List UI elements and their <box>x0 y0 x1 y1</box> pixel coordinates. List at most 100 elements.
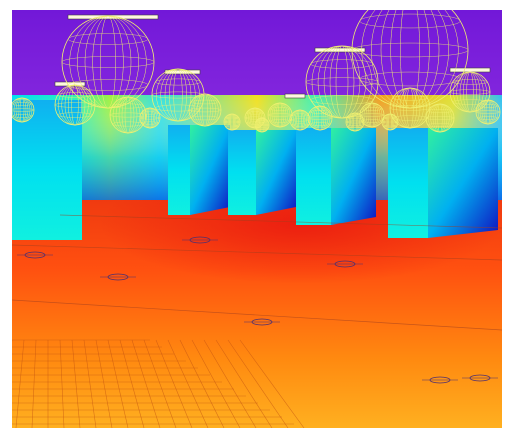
sphere-parallel <box>190 115 220 121</box>
light-sphere <box>188 93 222 127</box>
sphere-parallel <box>254 123 270 127</box>
sphere-meridian <box>269 102 291 128</box>
sphere-parallel <box>305 77 379 87</box>
sphere-parallel <box>67 33 149 45</box>
light-sphere <box>54 84 96 126</box>
floor-grid <box>203 339 257 428</box>
sphere-parallel <box>309 110 331 114</box>
floor-grid <box>227 339 289 428</box>
sphere-meridian <box>112 96 144 134</box>
light-sphere <box>61 15 155 109</box>
sphere-parallel <box>382 124 398 128</box>
sphere-parallel <box>141 111 159 115</box>
sphere-parallel <box>61 56 155 68</box>
ceiling-light <box>284 93 306 99</box>
sphere-meridian <box>58 84 92 126</box>
sphere-parallel <box>57 92 93 98</box>
sphere-meridian <box>141 107 159 129</box>
sphere-parallel <box>67 79 149 91</box>
scene <box>12 10 502 428</box>
sphere-parallel <box>427 109 453 113</box>
sphere-parallel <box>309 122 331 126</box>
floor-grid <box>191 339 241 428</box>
floor-grid <box>71 339 81 428</box>
pillar-side <box>428 128 498 238</box>
sphere-parallel <box>12 108 35 112</box>
light-sphere <box>425 103 455 133</box>
pillar-side <box>190 125 230 215</box>
sphere-meridian <box>12 97 33 123</box>
floor-seam <box>59 214 502 229</box>
sphere-parallel <box>224 124 240 128</box>
sphere-parallel <box>223 120 241 124</box>
floor-seam <box>12 244 502 261</box>
sphere-parallel <box>109 112 147 118</box>
sphere-parallel <box>12 114 33 118</box>
light-sphere <box>475 99 501 125</box>
floor-grid <box>107 339 129 428</box>
sphere-meridian <box>225 113 239 131</box>
floor-grid <box>59 339 65 428</box>
floor-grid <box>119 339 145 428</box>
light-sphere <box>449 71 491 113</box>
floor-grid <box>95 339 113 428</box>
light-sphere <box>389 87 431 129</box>
sphere-parallel <box>477 116 499 120</box>
floor-grid <box>215 339 273 428</box>
pillar-front <box>168 125 190 215</box>
sphere-parallel <box>244 116 266 120</box>
light-sphere <box>223 113 241 131</box>
light-sphere <box>305 45 379 119</box>
sphere-parallel <box>141 121 159 125</box>
sphere-meridian <box>361 10 459 109</box>
pillar-front <box>228 130 256 215</box>
sphere-meridian <box>309 105 331 131</box>
sphere-parallel <box>452 79 488 85</box>
light-sphere <box>254 117 270 133</box>
sphere-parallel <box>345 120 365 124</box>
sphere-meridian <box>347 112 363 132</box>
sphere-parallel <box>382 116 398 120</box>
sphere-parallel <box>190 99 220 105</box>
floor-grid <box>31 339 37 428</box>
sphere-parallel <box>361 107 383 111</box>
sphere-meridian <box>453 71 487 113</box>
floor-grid <box>179 339 225 428</box>
pillar-front <box>12 100 82 240</box>
sphere-parallel <box>392 95 428 101</box>
sphere-meridian <box>477 99 499 125</box>
sphere-meridian <box>69 15 147 109</box>
sphere-parallel <box>188 107 222 113</box>
light-sphere <box>381 113 399 131</box>
light-sphere <box>109 96 147 134</box>
sphere-parallel <box>267 113 293 117</box>
sphere-parallel <box>255 127 269 130</box>
sphere-parallel <box>291 123 309 127</box>
sphere-meridian <box>428 103 452 133</box>
pillar-front <box>296 128 331 225</box>
sphere-meridian <box>255 117 269 133</box>
sphere-meridian <box>311 45 373 119</box>
sphere-parallel <box>307 116 333 120</box>
sphere-parallel <box>351 42 469 58</box>
sphere-parallel <box>427 123 453 127</box>
floor-grid <box>167 339 209 428</box>
sphere-parallel <box>224 116 240 120</box>
sphere-parallel <box>255 120 269 123</box>
sphere-parallel <box>452 99 488 105</box>
floor-grid <box>155 339 193 428</box>
pillar-front <box>388 128 428 238</box>
floor-grid <box>143 339 177 428</box>
sphere-parallel <box>381 120 399 124</box>
sphere-parallel <box>310 95 374 105</box>
light-sphere <box>12 97 35 123</box>
light-sphere <box>307 105 333 131</box>
sphere-meridian <box>361 102 383 128</box>
sphere-parallel <box>246 111 264 115</box>
sphere-parallel <box>155 78 201 86</box>
sphere-meridian <box>383 113 397 131</box>
sphere-meridian <box>393 87 427 129</box>
pillar-side <box>256 130 296 215</box>
sphere-parallel <box>449 89 491 95</box>
sphere-parallel <box>12 102 33 106</box>
